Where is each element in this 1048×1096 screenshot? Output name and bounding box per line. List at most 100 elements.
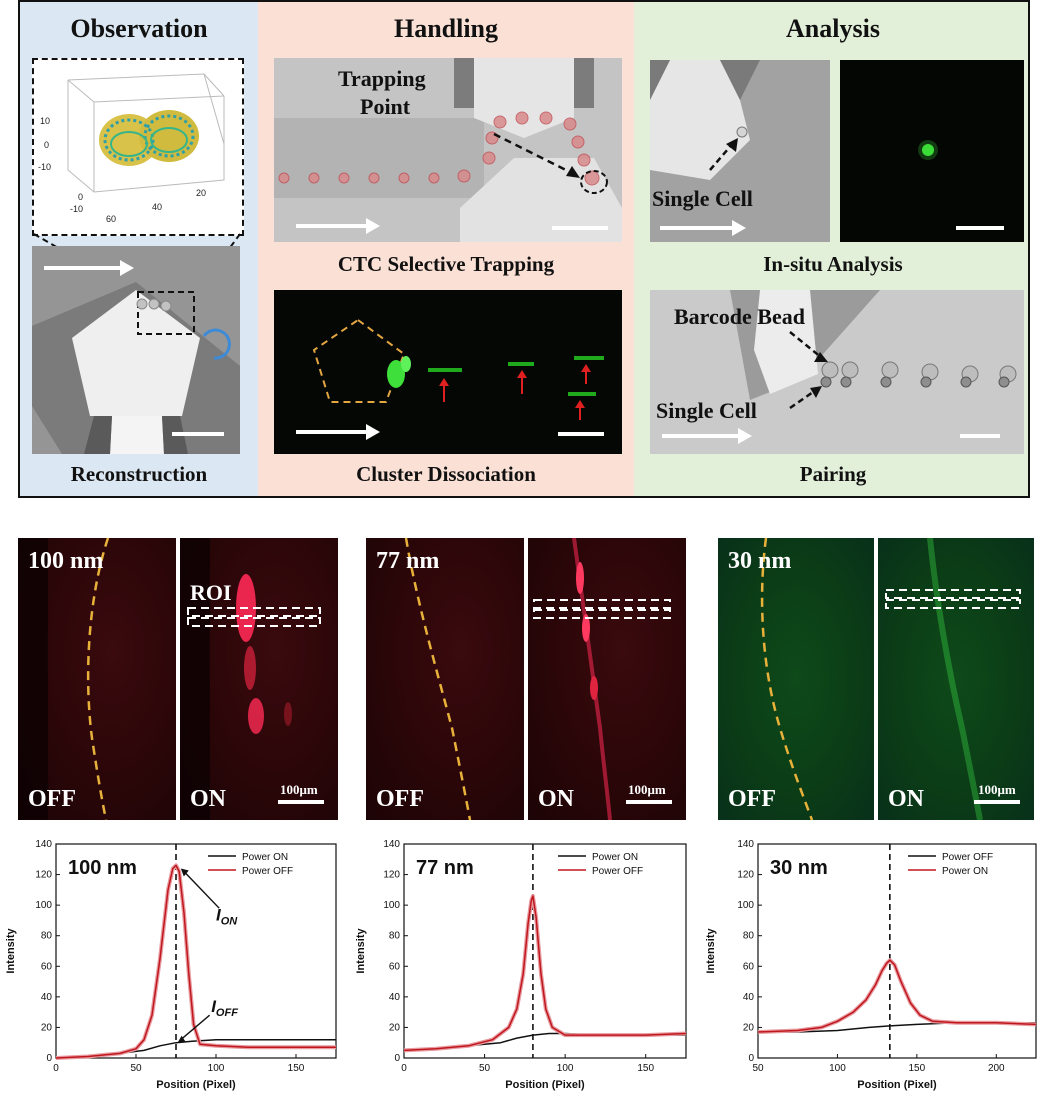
single-cell-label-2: Single Cell	[656, 398, 757, 423]
flow-arrowhead	[738, 428, 752, 444]
off-overlay	[18, 538, 110, 820]
pairing-micrograph: Barcode Bead Single Cell	[650, 290, 1024, 454]
y-tick-label: 40	[41, 992, 53, 1003]
panel-size-label: 30 nm	[728, 548, 792, 574]
analysis-caption-top: In-situ Analysis	[763, 252, 903, 276]
y-axis-label: Intensity	[5, 928, 17, 974]
on-overlay	[533, 538, 671, 820]
tick-y-0: 0	[78, 192, 83, 202]
tick-z-0: 0	[44, 140, 49, 150]
on-overlay	[885, 538, 1021, 820]
on-label: ON	[190, 786, 226, 812]
flow-arrow	[296, 430, 368, 434]
panel-30nm-off: 30 nm OFF	[718, 538, 874, 820]
chart-30nm: 0 20 40 60 80 100 120 140 50 100 150 200 Position (P…	[700, 836, 1044, 1091]
chart-annotation: 30 nm	[770, 857, 828, 879]
x-tick-label: 150	[288, 1063, 305, 1074]
trapping-label-line2: Point	[360, 94, 411, 119]
y-tick-label: 0	[394, 1053, 400, 1064]
y-axis-label: Intensity	[705, 928, 717, 974]
legend-label-1: Power OFF	[592, 866, 643, 877]
i-on-arrowhead	[180, 868, 189, 877]
y-tick-label: 100	[383, 900, 400, 911]
chart-annotation: 77 nm	[416, 857, 474, 879]
tick-z-neg10: -10	[38, 162, 51, 172]
x-tick-label: 200	[988, 1063, 1005, 1074]
legend-label-1: Power ON	[942, 866, 988, 877]
chart-100nm: 0 20 40 60 80 100 120 140 0 50 100 150 Position (Pix…	[0, 836, 344, 1091]
off-overlay	[404, 538, 472, 820]
panel-size-label: 77 nm	[376, 548, 440, 574]
analysis-column: Analysis Single Cell In-situ Analysis	[634, 2, 1028, 496]
x-tick-label: 0	[53, 1063, 59, 1074]
scale-label: 100μm	[280, 782, 318, 797]
flow-arrowhead	[732, 220, 746, 236]
y-tick-label: 120	[35, 870, 52, 881]
y-tick-label: 0	[46, 1053, 52, 1064]
insitu-fluorescence	[840, 60, 1024, 242]
on-label: ON	[538, 786, 574, 812]
analysis-caption-bottom: Pairing	[799, 462, 867, 486]
i-on-arrow	[183, 871, 220, 909]
off-label: OFF	[728, 786, 776, 812]
scale-label: 100μm	[978, 782, 1016, 797]
pairing-svg	[650, 290, 1024, 454]
legend-label-1: Power OFF	[242, 866, 293, 877]
y-tick-label: 40	[743, 992, 755, 1003]
y-tick-label: 20	[41, 1022, 53, 1033]
dissociation-micrograph	[274, 290, 622, 454]
panel-100nm-off: 100 nm OFF	[18, 538, 176, 820]
micrograph-svg	[32, 246, 240, 454]
y-tick-label: 60	[41, 961, 53, 972]
legend-label-0: Power ON	[592, 852, 638, 863]
series-line-1	[757, 959, 1037, 1033]
workflow-figure: Observation 10 0 -10	[18, 0, 1030, 498]
analysis-title: Analysis	[786, 14, 880, 43]
x-axis-label: Position (Pixel)	[505, 1079, 585, 1091]
chart-svg-77nm: 0 20 40 60 80 100 120 140 0 50 100 150 Position (Pix…	[355, 839, 687, 1091]
y-tick-label: 120	[737, 870, 754, 881]
observation-column: Observation 10 0 -10	[20, 2, 258, 496]
observation-caption: Reconstruction	[70, 462, 208, 486]
panel-77nm-off: 77 nm OFF	[366, 538, 524, 820]
y-tick-label: 100	[737, 900, 754, 911]
y-tick-label: 60	[743, 961, 755, 972]
cell-cluster-shape	[99, 110, 199, 166]
scale-bar	[974, 800, 1020, 804]
y-tick-label: 120	[383, 870, 400, 881]
plot-frame	[403, 843, 687, 1059]
tick-x-60: 60	[106, 214, 116, 224]
off-overlay	[760, 538, 814, 820]
y-tick-label: 60	[389, 961, 401, 972]
x-tick-label: 100	[557, 1063, 574, 1074]
tick-y-neg10: -10	[70, 204, 83, 214]
flow-arrow	[44, 266, 122, 270]
roi-label: ROI	[190, 580, 232, 605]
scale-bar	[558, 432, 604, 436]
x-tick-label: 50	[752, 1063, 764, 1074]
x-axis-label: Position (Pixel)	[857, 1079, 937, 1091]
flow-arrow	[660, 226, 734, 230]
reconstruction-micrograph	[32, 246, 240, 454]
chart-77nm: 0 20 40 60 80 100 120 140 0 50 100 150 Position (Pix…	[350, 836, 694, 1091]
y-tick-label: 0	[748, 1053, 754, 1064]
chart-annotation: 100 nm	[68, 857, 137, 879]
y-tick-label: 100	[35, 900, 52, 911]
x-tick-label: 0	[401, 1063, 407, 1074]
x-tick-label: 50	[130, 1063, 142, 1074]
y-tick-label: 40	[389, 992, 401, 1003]
series-line-1	[403, 895, 687, 1052]
flow-arrowhead	[366, 218, 380, 234]
y-tick-label: 140	[35, 839, 52, 850]
y-tick-label: 80	[41, 931, 53, 942]
on-overlay	[180, 538, 321, 820]
y-tick-label: 20	[743, 1022, 755, 1033]
series-line-1	[55, 864, 336, 1059]
off-label: OFF	[28, 786, 76, 812]
x-tick-label: 150	[637, 1063, 654, 1074]
y-tick-label: 80	[389, 931, 401, 942]
y-tick-label: 20	[389, 1022, 401, 1033]
flow-arrowhead	[120, 260, 134, 276]
x-tick-label: 100	[829, 1063, 846, 1074]
flow-arrow	[296, 224, 368, 228]
